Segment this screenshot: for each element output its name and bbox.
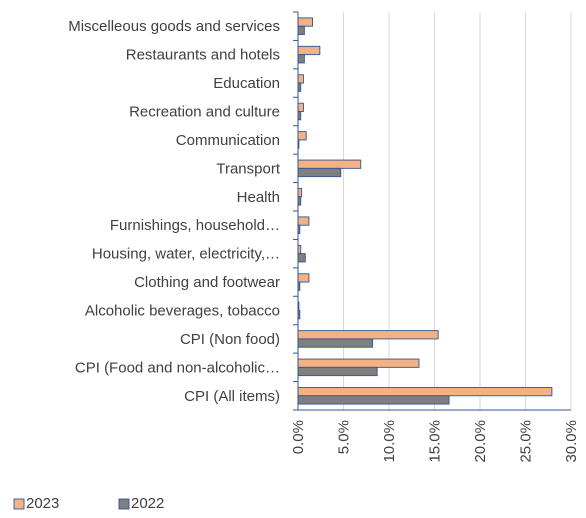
bar-2023 — [297, 45, 321, 56]
x-tick-label: 10.0% — [381, 420, 398, 463]
category-label: CPI (Food and non-alcoholic… — [75, 359, 280, 376]
x-tick-label: 15.0% — [427, 420, 444, 463]
bar-2023 — [297, 74, 304, 84]
bar-2023 — [297, 330, 439, 340]
x-tick-label: 25.0% — [518, 420, 535, 463]
legend-label-2022: 2022 — [131, 495, 164, 512]
legend-label-2023: 2023 — [26, 495, 59, 512]
x-tick-label: 0.0% — [290, 420, 307, 454]
x-tick-labels: 0.0% 5.0% 10.0% 15.0% 20.0% 25.0% 30.0% — [290, 420, 580, 463]
category-label: Health — [237, 189, 280, 206]
category-label: Clothing and footwear — [134, 274, 280, 291]
bar-2023 — [297, 216, 310, 226]
bar-2022 — [297, 395, 450, 405]
category-label: Furnishings, household… — [110, 217, 280, 234]
category-label: CPI (All items) — [184, 388, 280, 405]
gridlines — [343, 12, 572, 410]
legend-swatch-2022 — [118, 498, 130, 510]
bar-2023 — [297, 358, 420, 368]
category-label: Transport — [216, 160, 280, 177]
category-label: Restaurants and hotels — [126, 47, 280, 64]
bar-2023 — [297, 159, 362, 169]
bar-2022 — [297, 167, 342, 178]
bar-2022 — [297, 366, 378, 377]
x-tick-label: 30.0% — [563, 420, 580, 463]
bar-2023 — [297, 387, 553, 397]
x-tick-label: 20.0% — [472, 420, 489, 463]
legend-swatch-2023 — [13, 498, 25, 510]
category-label: CPI (Non food) — [180, 331, 280, 348]
bar-2022 — [297, 253, 306, 263]
category-label: Recreation and culture — [129, 104, 280, 121]
bar-2023 — [297, 188, 303, 198]
bar-2022 — [297, 338, 374, 348]
bar-2022 — [297, 54, 305, 64]
bar-2022 — [297, 25, 305, 35]
category-label: Communication — [176, 132, 280, 149]
x-tick-label: 5.0% — [336, 420, 353, 454]
category-label: Education — [213, 75, 280, 92]
bar-2023 — [297, 273, 310, 283]
bars — [297, 17, 553, 405]
bar-2023 — [297, 102, 304, 112]
category-label: Miscelleous goods and services — [68, 18, 280, 35]
category-label: Alcoholic beverages, tobacco — [85, 303, 280, 320]
category-label: Housing, water, electricity,… — [92, 246, 280, 263]
bar-2023 — [297, 17, 314, 27]
bar-2023 — [297, 131, 307, 141]
category-labels: Miscelleous goods and services Restaurant… — [68, 18, 281, 405]
legend: 2023 2022 — [13, 495, 164, 512]
axes — [293, 11, 571, 411]
